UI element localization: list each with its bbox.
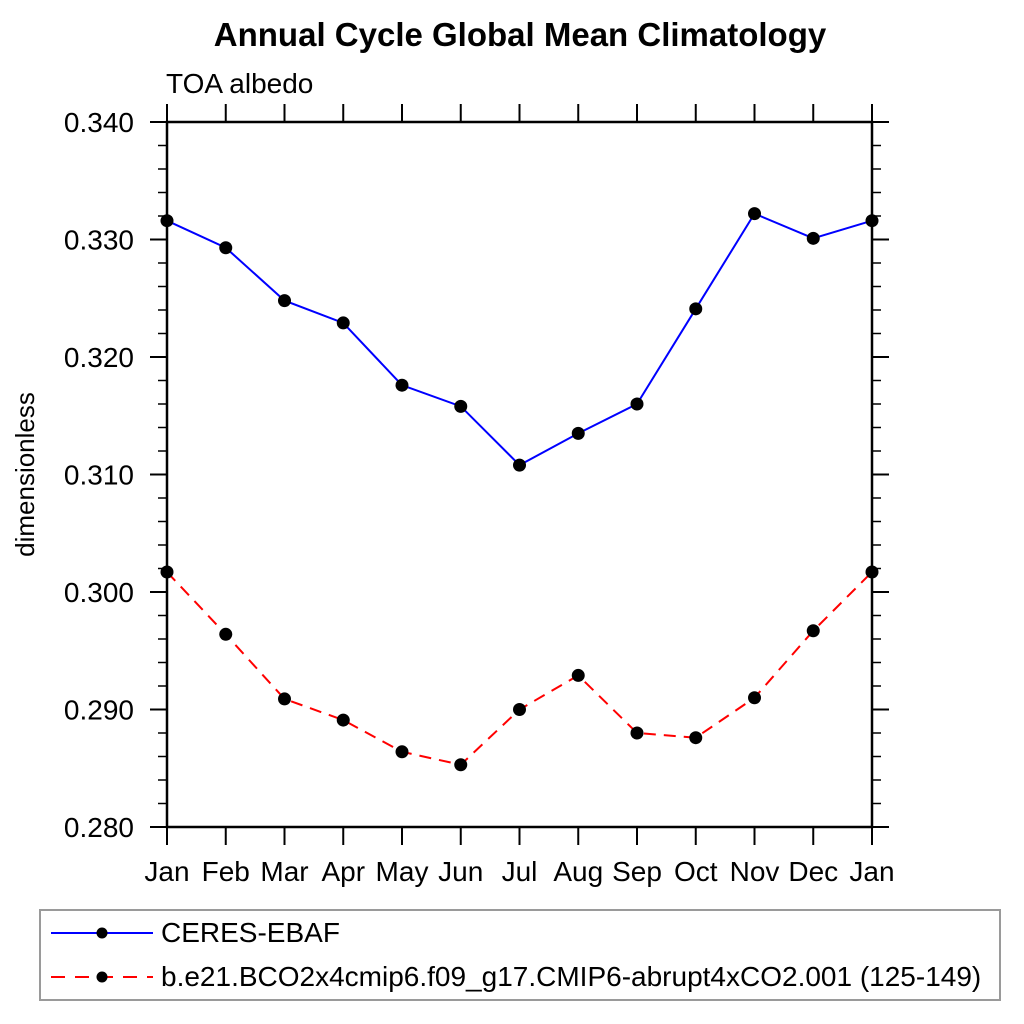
- data-point-series1-feb: [219, 627, 233, 641]
- data-point-series1-apr: [336, 713, 350, 727]
- y-tick-label: 0.290: [64, 695, 134, 726]
- data-point-series1-sep: [630, 726, 644, 740]
- data-point-series0-jan: [160, 214, 174, 228]
- series-line-0: [166, 212, 873, 467]
- data-point-series0-dec: [806, 231, 820, 245]
- x-tick-label: Mar: [260, 856, 308, 887]
- plot-frame: [165, 120, 874, 829]
- data-point-series1-dec: [806, 624, 820, 638]
- data-point-series0-apr: [336, 316, 350, 330]
- x-tick-label: Apr: [321, 856, 365, 887]
- x-tick-label: Nov: [730, 856, 780, 887]
- x-tick-label: May: [376, 856, 429, 887]
- y-tick-label: 0.280: [64, 812, 134, 843]
- legend-label: CERES-EBAF: [161, 917, 340, 948]
- y-axis-title: dimensionless: [10, 392, 40, 557]
- x-tick-label: Dec: [788, 856, 838, 887]
- x-tick-label: Sep: [612, 856, 662, 887]
- x-tick-label: Jan: [144, 856, 189, 887]
- data-point-series0-nov: [748, 207, 761, 221]
- legend-marker-icon: [96, 927, 108, 939]
- data-point-series0-aug: [571, 426, 585, 440]
- data-point-series1-jun: [454, 758, 468, 772]
- data-point-series0-sep: [630, 397, 644, 411]
- data-point-series1-jan: [865, 565, 879, 579]
- x-tick-label: Oct: [674, 856, 718, 887]
- legend-marker-icon: [96, 971, 108, 983]
- x-tick-label: Jul: [502, 856, 538, 887]
- chart-title: Annual Cycle Global Mean Climatology: [213, 16, 827, 53]
- legend: CERES-EBAF b.e21.BCO2x4cmip6.f09_g17.CMI…: [39, 909, 1001, 1001]
- data-point-series0-jul: [513, 458, 526, 472]
- x-tick-label: Feb: [202, 856, 250, 887]
- legend-item-model-run: b.e21.BCO2x4cmip6.f09_g17.CMIP6-abrupt4x…: [47, 957, 999, 997]
- y-tick-label: 0.300: [64, 577, 134, 608]
- data-point-series1-jan: [160, 565, 174, 579]
- plot-area: Jan Feb Mar Apr May Jun Jul Aug Sep Oct Nov Dec Jan 0…: [10, 104, 895, 887]
- legend-line-sample-solid: [51, 927, 153, 939]
- x-tick-label: Aug: [553, 856, 603, 887]
- data-point-series1-may: [395, 745, 409, 759]
- data-point-series0-feb: [219, 241, 233, 255]
- y-tick-label: 0.340: [64, 107, 134, 138]
- y-tick-label: 0.330: [64, 225, 134, 256]
- data-point-series1-nov: [748, 691, 761, 705]
- data-point-series0-jun: [454, 399, 468, 413]
- legend-line-sample-dashed: [51, 971, 153, 983]
- data-point-series1-oct: [689, 731, 703, 745]
- data-point-series0-oct: [689, 302, 703, 316]
- chart-subtitle: TOA albedo: [166, 68, 314, 99]
- data-point-series0-may: [395, 378, 409, 392]
- data-point-series0-mar: [278, 294, 291, 308]
- data-point-series1-aug: [571, 668, 585, 682]
- y-tick-label: 0.310: [64, 460, 134, 491]
- x-tick-label: Jan: [849, 856, 894, 887]
- data-point-series1-jul: [513, 703, 526, 716]
- y-tick-label: 0.320: [64, 342, 134, 373]
- data-point-series0-jan: [865, 214, 879, 228]
- x-tick-label: Jun: [438, 856, 483, 887]
- legend-item-ceres-ebaf: CERES-EBAF: [47, 913, 999, 953]
- series-line-1: [166, 571, 873, 766]
- legend-label: b.e21.BCO2x4cmip6.f09_g17.CMIP6-abrupt4x…: [161, 961, 982, 992]
- data-point-series1-mar: [278, 692, 291, 706]
